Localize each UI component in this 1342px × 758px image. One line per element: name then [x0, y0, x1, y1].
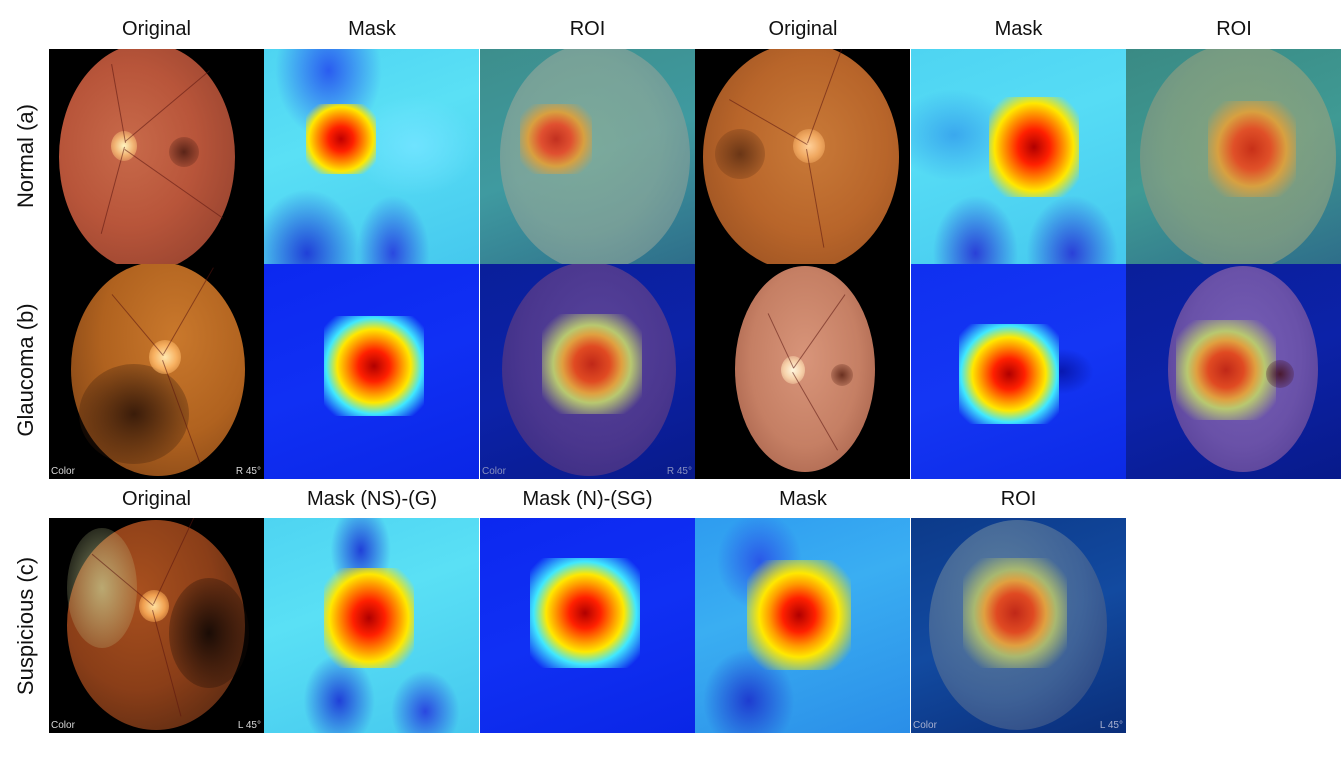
glaucoma-roi-image-2: [1126, 264, 1341, 479]
row-label-glaucoma: Glaucoma (b): [13, 303, 38, 437]
suspicious-mask-ns-g-image: [264, 518, 479, 733]
color-tag: Color: [51, 466, 75, 477]
normal-roi-image-2: [1126, 49, 1341, 264]
normal-original-image-2: [695, 49, 910, 264]
suspicious-roi-image: Color L 45°: [911, 518, 1126, 733]
normal-roi-image-1: [480, 49, 695, 264]
header-original-2: Original: [768, 18, 838, 40]
suspicious-mask-n-sg-image: [480, 518, 695, 733]
eye-angle-tag: L 45°: [237, 720, 261, 731]
color-tag: Color: [913, 720, 937, 731]
glaucoma-mask-image-2: [911, 264, 1126, 479]
eye-angle-tag: R 45°: [666, 466, 692, 477]
eye-angle-tag: R 45°: [235, 466, 261, 477]
row-label-normal: Normal (a): [13, 104, 38, 208]
header-roi-2: ROI: [1216, 18, 1252, 40]
header-mask-2: Mask: [994, 18, 1043, 40]
row-label-suspicious: Suspicious (c): [13, 556, 38, 696]
eye-angle-tag: L 45°: [1099, 720, 1123, 731]
header-roi-1: ROI: [569, 18, 606, 40]
normal-mask-image-2: [911, 49, 1126, 264]
normal-original-image-1: [49, 49, 264, 264]
glaucoma-roi-image-1: Color R 45°: [480, 264, 695, 479]
header-original-1: Original: [122, 18, 191, 40]
normal-mask-image-1: [264, 49, 479, 264]
header-bottom-original: Original: [122, 488, 191, 510]
glaucoma-original-image-1: Color R 45°: [49, 264, 264, 479]
header-mask-1: Mask: [348, 18, 396, 40]
header-bottom-mask-n-sg: Mask (N)-(SG): [522, 488, 653, 510]
color-tag: Color: [51, 720, 75, 731]
header-bottom-mask: Mask: [779, 488, 827, 510]
color-tag: Color: [482, 466, 506, 477]
header-bottom-roi: ROI: [1000, 488, 1037, 510]
header-bottom-mask-ns-g: Mask (NS)-(G): [307, 488, 437, 510]
suspicious-original-image: Color L 45°: [49, 518, 264, 733]
glaucoma-mask-image-1: [264, 264, 479, 479]
glaucoma-original-image-2: [695, 264, 910, 479]
suspicious-mask-image: [695, 518, 910, 733]
